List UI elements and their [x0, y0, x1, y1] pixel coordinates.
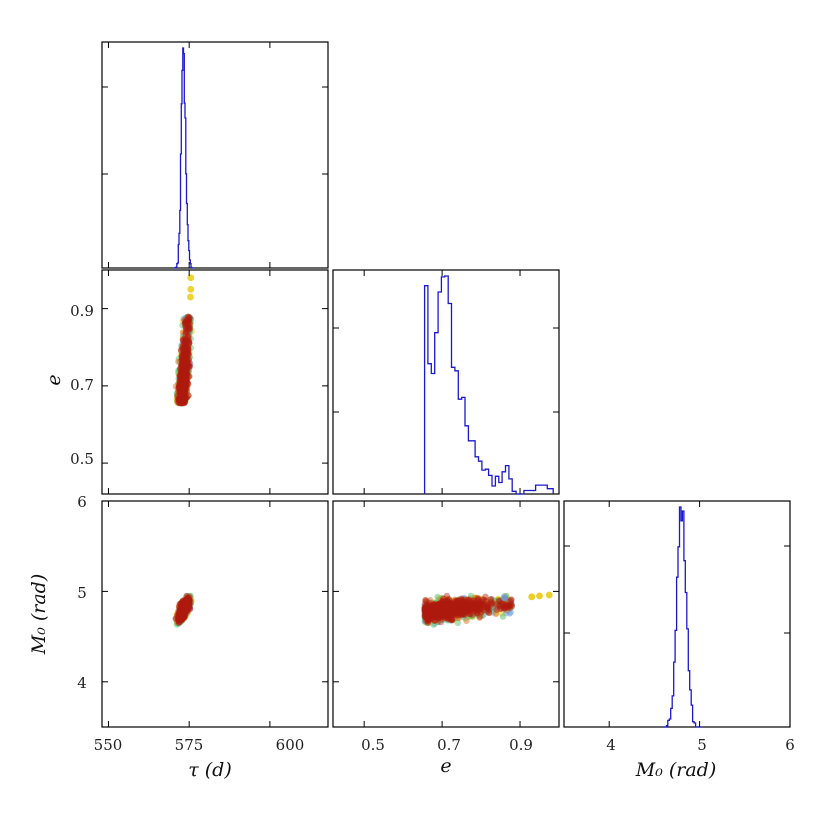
panel-frame — [101, 41, 329, 269]
e-tau-outlier-point — [187, 274, 195, 282]
e-tau-point — [183, 317, 191, 324]
panel-frame — [101, 500, 329, 728]
panel-M0-vs-tau — [101, 500, 329, 728]
panel-tau-histogram — [101, 41, 329, 269]
e-tau-outlier-point — [187, 293, 194, 301]
panel-e-histogram — [332, 269, 560, 495]
e-histogram-line — [423, 275, 554, 495]
e-tau-points — [172, 313, 195, 407]
panel-frame — [101, 269, 329, 495]
e-tau-point — [185, 323, 192, 330]
panel-frame — [332, 269, 560, 495]
e-tau-point — [179, 342, 186, 349]
e-tau-point — [182, 373, 189, 381]
e-tau-point — [181, 362, 188, 369]
e-tau-point — [178, 384, 186, 391]
tau-histogram-line — [173, 47, 194, 269]
M0-tau-points — [172, 592, 195, 628]
e-tau-point — [185, 332, 192, 340]
panel-e-vs-tau — [101, 269, 329, 495]
e-tau-point — [178, 390, 185, 397]
e-tau-outlier-point — [187, 285, 195, 293]
